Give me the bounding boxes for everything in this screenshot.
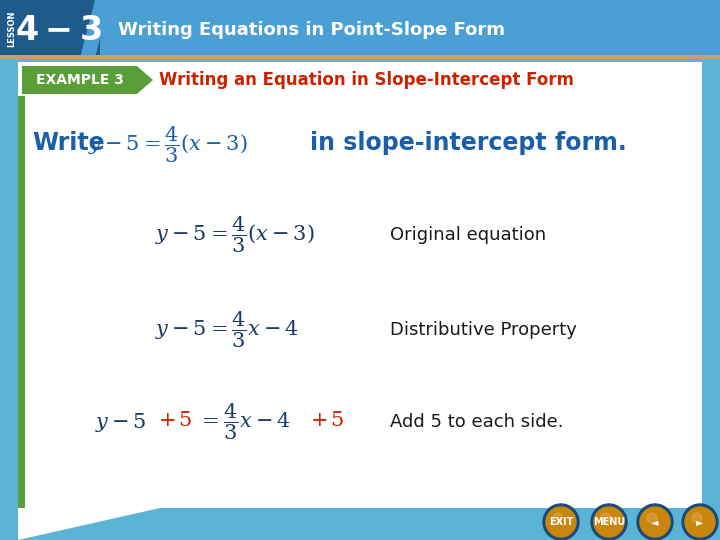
Text: $y-5=\dfrac{4}{3}x-4$: $y-5=\dfrac{4}{3}x-4$ bbox=[155, 310, 299, 350]
Text: ►: ► bbox=[696, 517, 703, 527]
Circle shape bbox=[546, 507, 576, 537]
Text: Writing an Equation in Slope-Intercept Form: Writing an Equation in Slope-Intercept F… bbox=[159, 71, 574, 89]
Polygon shape bbox=[137, 66, 153, 94]
Text: in slope-intercept form.: in slope-intercept form. bbox=[310, 131, 626, 155]
FancyBboxPatch shape bbox=[0, 0, 100, 58]
FancyBboxPatch shape bbox=[18, 62, 702, 512]
Text: Original equation: Original equation bbox=[390, 226, 546, 244]
Circle shape bbox=[682, 504, 718, 540]
Text: Writing Equations in Point-Slope Form: Writing Equations in Point-Slope Form bbox=[118, 21, 505, 39]
FancyBboxPatch shape bbox=[0, 0, 720, 58]
Text: Distributive Property: Distributive Property bbox=[390, 321, 577, 339]
FancyBboxPatch shape bbox=[18, 96, 25, 508]
Text: ◄: ◄ bbox=[652, 517, 659, 527]
FancyBboxPatch shape bbox=[0, 55, 720, 59]
Circle shape bbox=[591, 504, 627, 540]
Text: $y-5=\dfrac{4}{3}(x-3)$: $y-5=\dfrac{4}{3}(x-3)$ bbox=[88, 125, 248, 165]
Text: $y-5$: $y-5$ bbox=[95, 410, 147, 434]
Text: EXAMPLE 3: EXAMPLE 3 bbox=[35, 73, 123, 87]
Text: MENU: MENU bbox=[593, 517, 625, 527]
Text: Write: Write bbox=[32, 131, 104, 155]
Text: $=\dfrac{4}{3}x-4$: $=\dfrac{4}{3}x-4$ bbox=[198, 402, 291, 442]
Circle shape bbox=[594, 507, 624, 537]
Circle shape bbox=[647, 513, 657, 523]
Circle shape bbox=[685, 507, 715, 537]
Text: Add 5 to each side.: Add 5 to each side. bbox=[390, 413, 564, 431]
Text: LESSON: LESSON bbox=[7, 11, 17, 47]
Text: $+\,5$: $+\,5$ bbox=[310, 410, 344, 430]
Circle shape bbox=[637, 504, 673, 540]
Polygon shape bbox=[18, 508, 160, 540]
Text: $\mathbf{4-3}$: $\mathbf{4-3}$ bbox=[14, 14, 102, 46]
Text: $y-5=\dfrac{4}{3}(x-3)$: $y-5=\dfrac{4}{3}(x-3)$ bbox=[155, 215, 315, 255]
Circle shape bbox=[543, 504, 579, 540]
Text: EXIT: EXIT bbox=[549, 517, 573, 527]
Text: $+\,5$: $+\,5$ bbox=[158, 410, 192, 430]
Circle shape bbox=[692, 513, 702, 523]
Circle shape bbox=[640, 507, 670, 537]
Circle shape bbox=[553, 513, 563, 523]
Polygon shape bbox=[80, 0, 110, 58]
Circle shape bbox=[601, 513, 611, 523]
FancyBboxPatch shape bbox=[0, 508, 720, 540]
FancyBboxPatch shape bbox=[22, 66, 137, 94]
